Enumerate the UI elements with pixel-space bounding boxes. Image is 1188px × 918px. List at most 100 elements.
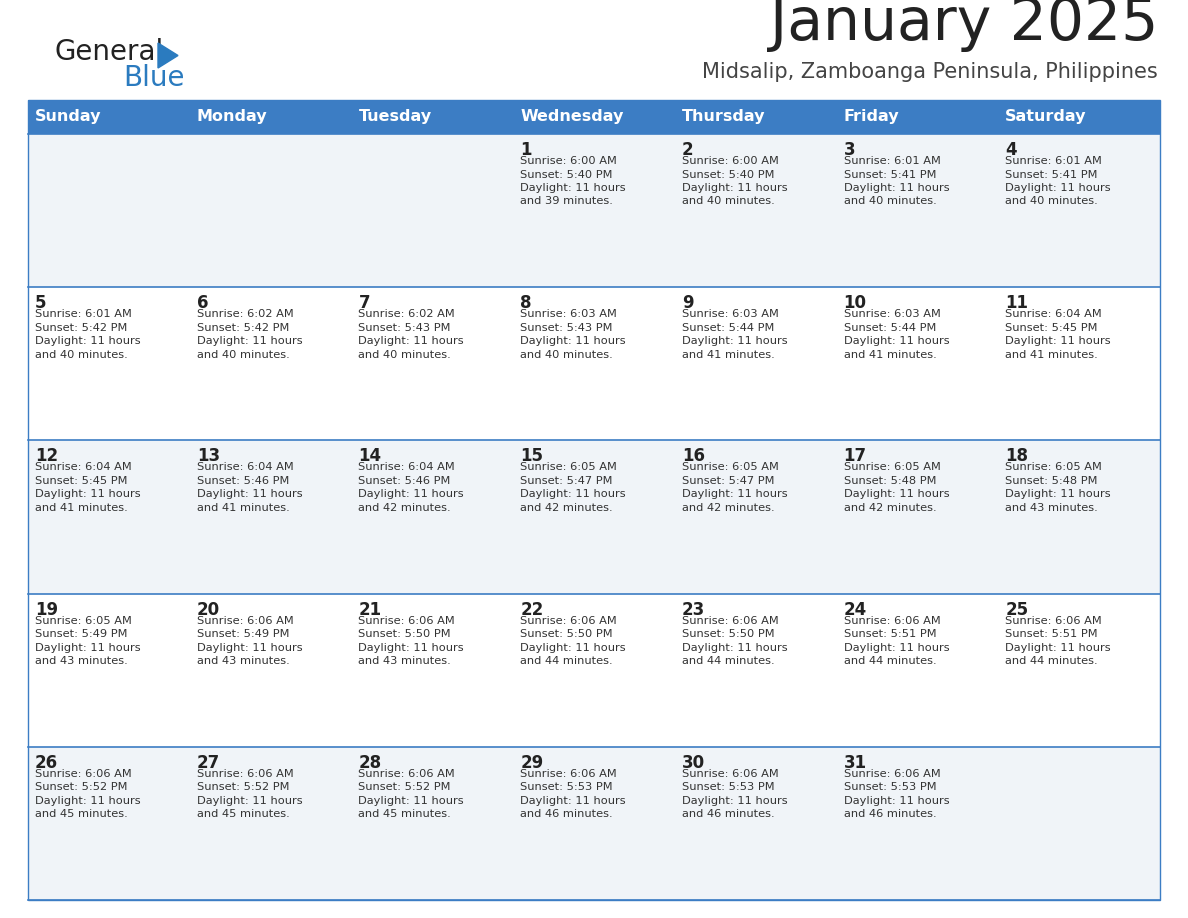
Text: Daylight: 11 hours: Daylight: 11 hours <box>520 796 626 806</box>
Text: Daylight: 11 hours: Daylight: 11 hours <box>34 489 140 499</box>
Text: Daylight: 11 hours: Daylight: 11 hours <box>1005 643 1111 653</box>
Text: Sunset: 5:43 PM: Sunset: 5:43 PM <box>520 323 613 332</box>
Text: and 41 minutes.: and 41 minutes. <box>34 503 128 513</box>
Bar <box>352 441 513 594</box>
Text: 11: 11 <box>1005 294 1029 312</box>
Text: Sunset: 5:50 PM: Sunset: 5:50 PM <box>520 629 613 639</box>
Text: and 46 minutes.: and 46 minutes. <box>520 810 613 819</box>
Bar <box>998 134 1159 287</box>
Bar <box>29 100 1159 900</box>
Text: 16: 16 <box>682 447 704 465</box>
Text: Sunrise: 6:06 AM: Sunrise: 6:06 AM <box>1005 616 1102 625</box>
Text: Sunset: 5:53 PM: Sunset: 5:53 PM <box>843 782 936 792</box>
Text: 14: 14 <box>359 447 381 465</box>
Text: 30: 30 <box>682 754 704 772</box>
Text: Sunrise: 6:06 AM: Sunrise: 6:06 AM <box>359 768 455 778</box>
Bar <box>29 287 190 441</box>
Text: Sunrise: 6:02 AM: Sunrise: 6:02 AM <box>197 309 293 319</box>
Text: Sunset: 5:51 PM: Sunset: 5:51 PM <box>843 629 936 639</box>
Text: 19: 19 <box>34 600 58 619</box>
Text: Daylight: 11 hours: Daylight: 11 hours <box>843 796 949 806</box>
Text: Wednesday: Wednesday <box>520 109 624 125</box>
Bar <box>675 594 836 747</box>
Text: 15: 15 <box>520 447 543 465</box>
Text: Midsalip, Zamboanga Peninsula, Philippines: Midsalip, Zamboanga Peninsula, Philippin… <box>702 62 1158 82</box>
Text: and 40 minutes.: and 40 minutes. <box>34 350 128 360</box>
Text: Monday: Monday <box>197 109 267 125</box>
Text: Daylight: 11 hours: Daylight: 11 hours <box>197 336 302 346</box>
Text: Sunset: 5:40 PM: Sunset: 5:40 PM <box>520 170 613 180</box>
Text: 23: 23 <box>682 600 706 619</box>
Text: 24: 24 <box>843 600 867 619</box>
Bar <box>998 747 1159 900</box>
Text: Daylight: 11 hours: Daylight: 11 hours <box>682 183 788 193</box>
Text: and 41 minutes.: and 41 minutes. <box>843 350 936 360</box>
Text: Sunset: 5:48 PM: Sunset: 5:48 PM <box>1005 476 1098 486</box>
Bar <box>190 441 352 594</box>
Bar <box>190 134 352 287</box>
Bar <box>190 287 352 441</box>
Bar <box>998 441 1159 594</box>
Bar <box>29 100 190 134</box>
Text: and 44 minutes.: and 44 minutes. <box>1005 656 1098 666</box>
Text: Daylight: 11 hours: Daylight: 11 hours <box>1005 183 1111 193</box>
Text: Tuesday: Tuesday <box>359 109 431 125</box>
Bar <box>836 100 998 134</box>
Text: and 40 minutes.: and 40 minutes. <box>520 350 613 360</box>
Bar <box>190 594 352 747</box>
Text: and 41 minutes.: and 41 minutes. <box>197 503 290 513</box>
Bar <box>836 441 998 594</box>
Text: Daylight: 11 hours: Daylight: 11 hours <box>197 643 302 653</box>
Text: Sunrise: 6:06 AM: Sunrise: 6:06 AM <box>520 616 617 625</box>
Text: Sunset: 5:46 PM: Sunset: 5:46 PM <box>197 476 289 486</box>
Text: 12: 12 <box>34 447 58 465</box>
Text: Sunset: 5:53 PM: Sunset: 5:53 PM <box>520 782 613 792</box>
Text: Sunrise: 6:05 AM: Sunrise: 6:05 AM <box>843 463 941 473</box>
Text: Sunset: 5:44 PM: Sunset: 5:44 PM <box>682 323 775 332</box>
Text: 25: 25 <box>1005 600 1029 619</box>
Bar <box>513 594 675 747</box>
Text: and 42 minutes.: and 42 minutes. <box>843 503 936 513</box>
Text: 31: 31 <box>843 754 867 772</box>
Text: and 44 minutes.: and 44 minutes. <box>520 656 613 666</box>
Text: 18: 18 <box>1005 447 1029 465</box>
Bar <box>836 287 998 441</box>
Text: and 40 minutes.: and 40 minutes. <box>1005 196 1098 207</box>
Text: Sunrise: 6:04 AM: Sunrise: 6:04 AM <box>34 463 132 473</box>
Text: and 39 minutes.: and 39 minutes. <box>520 196 613 207</box>
Text: Daylight: 11 hours: Daylight: 11 hours <box>34 643 140 653</box>
Text: and 40 minutes.: and 40 minutes. <box>197 350 290 360</box>
Text: Daylight: 11 hours: Daylight: 11 hours <box>682 643 788 653</box>
Text: 5: 5 <box>34 294 46 312</box>
Text: Sunrise: 6:05 AM: Sunrise: 6:05 AM <box>682 463 778 473</box>
Bar <box>998 100 1159 134</box>
Bar <box>513 441 675 594</box>
Text: and 45 minutes.: and 45 minutes. <box>359 810 451 819</box>
Text: and 42 minutes.: and 42 minutes. <box>359 503 451 513</box>
Text: Daylight: 11 hours: Daylight: 11 hours <box>843 336 949 346</box>
Text: Daylight: 11 hours: Daylight: 11 hours <box>520 336 626 346</box>
Bar <box>513 100 675 134</box>
Text: and 46 minutes.: and 46 minutes. <box>682 810 775 819</box>
Bar <box>352 594 513 747</box>
Text: Daylight: 11 hours: Daylight: 11 hours <box>34 336 140 346</box>
Text: Sunrise: 6:06 AM: Sunrise: 6:06 AM <box>843 616 941 625</box>
Bar <box>998 287 1159 441</box>
Text: Daylight: 11 hours: Daylight: 11 hours <box>359 336 465 346</box>
Text: and 44 minutes.: and 44 minutes. <box>682 656 775 666</box>
Text: Sunrise: 6:04 AM: Sunrise: 6:04 AM <box>197 463 293 473</box>
Text: Sunset: 5:46 PM: Sunset: 5:46 PM <box>359 476 450 486</box>
Bar <box>836 594 998 747</box>
Text: 20: 20 <box>197 600 220 619</box>
Text: Sunset: 5:42 PM: Sunset: 5:42 PM <box>197 323 289 332</box>
Bar <box>513 747 675 900</box>
Text: and 43 minutes.: and 43 minutes. <box>1005 503 1098 513</box>
Text: Daylight: 11 hours: Daylight: 11 hours <box>682 796 788 806</box>
Polygon shape <box>158 43 178 68</box>
Text: General: General <box>55 38 164 66</box>
Text: Sunrise: 6:05 AM: Sunrise: 6:05 AM <box>1005 463 1102 473</box>
Text: Daylight: 11 hours: Daylight: 11 hours <box>359 796 465 806</box>
Text: and 42 minutes.: and 42 minutes. <box>682 503 775 513</box>
Bar <box>675 747 836 900</box>
Text: Sunrise: 6:01 AM: Sunrise: 6:01 AM <box>843 156 941 166</box>
